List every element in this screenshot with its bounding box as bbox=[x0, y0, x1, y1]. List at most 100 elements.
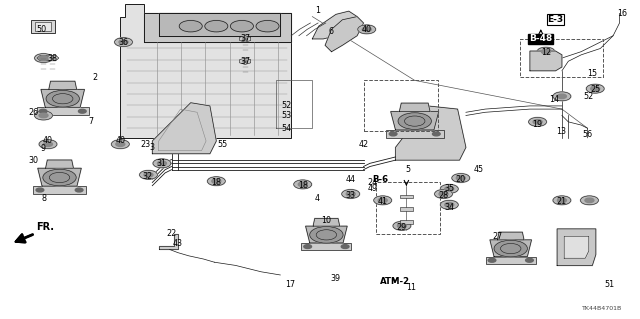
Text: 55: 55 bbox=[218, 140, 228, 149]
Text: 40: 40 bbox=[362, 25, 372, 34]
Circle shape bbox=[179, 20, 202, 32]
Circle shape bbox=[316, 230, 337, 240]
Circle shape bbox=[591, 86, 600, 91]
Bar bbox=[31, 20, 55, 33]
Polygon shape bbox=[45, 160, 74, 168]
Text: 33: 33 bbox=[346, 191, 356, 200]
Circle shape bbox=[36, 188, 44, 192]
Circle shape bbox=[243, 60, 248, 62]
Bar bbox=[36, 107, 89, 115]
Text: 1: 1 bbox=[316, 6, 321, 15]
Text: 41: 41 bbox=[378, 197, 388, 206]
Circle shape bbox=[119, 40, 128, 44]
Circle shape bbox=[43, 169, 76, 186]
Circle shape bbox=[346, 192, 355, 196]
Circle shape bbox=[440, 184, 458, 193]
Bar bbox=[33, 186, 86, 194]
Circle shape bbox=[529, 117, 547, 126]
Circle shape bbox=[256, 20, 279, 32]
Circle shape bbox=[35, 54, 52, 63]
Text: 27: 27 bbox=[493, 232, 503, 241]
Circle shape bbox=[452, 174, 470, 182]
Text: 3: 3 bbox=[150, 143, 155, 152]
Text: 35: 35 bbox=[444, 184, 454, 193]
Circle shape bbox=[404, 116, 425, 126]
Circle shape bbox=[243, 38, 248, 40]
Circle shape bbox=[341, 245, 349, 249]
Text: 36: 36 bbox=[118, 38, 129, 47]
Text: 39: 39 bbox=[330, 274, 340, 283]
Text: 52: 52 bbox=[584, 92, 594, 101]
Circle shape bbox=[433, 132, 440, 136]
Bar bbox=[400, 207, 413, 211]
Text: 45: 45 bbox=[474, 165, 484, 174]
Polygon shape bbox=[564, 236, 589, 258]
Text: 53: 53 bbox=[282, 111, 292, 120]
Polygon shape bbox=[152, 103, 216, 154]
Polygon shape bbox=[49, 81, 77, 89]
Polygon shape bbox=[490, 240, 531, 256]
Bar bbox=[386, 130, 444, 138]
Circle shape bbox=[488, 258, 496, 262]
Circle shape bbox=[294, 180, 312, 189]
Polygon shape bbox=[41, 89, 84, 107]
Bar bbox=[376, 182, 440, 234]
Polygon shape bbox=[239, 36, 251, 42]
Circle shape bbox=[116, 142, 125, 146]
Circle shape bbox=[378, 198, 387, 203]
Circle shape bbox=[230, 20, 253, 32]
Polygon shape bbox=[399, 103, 430, 112]
Polygon shape bbox=[313, 219, 340, 226]
Circle shape bbox=[580, 196, 598, 205]
Bar bbox=[400, 220, 413, 224]
Text: 22: 22 bbox=[166, 229, 177, 238]
Polygon shape bbox=[120, 4, 291, 138]
Circle shape bbox=[51, 57, 55, 59]
Text: 9: 9 bbox=[41, 144, 46, 153]
Circle shape bbox=[362, 27, 371, 32]
Text: 43: 43 bbox=[173, 239, 183, 248]
Text: 37: 37 bbox=[240, 34, 250, 43]
Circle shape bbox=[440, 200, 458, 209]
Polygon shape bbox=[37, 55, 50, 61]
Polygon shape bbox=[390, 112, 439, 130]
Circle shape bbox=[41, 57, 46, 59]
Text: 18: 18 bbox=[298, 181, 308, 190]
Polygon shape bbox=[144, 13, 291, 42]
Text: 25: 25 bbox=[590, 85, 600, 94]
Circle shape bbox=[39, 113, 48, 118]
Circle shape bbox=[111, 140, 129, 149]
Text: 26: 26 bbox=[28, 108, 38, 117]
Circle shape bbox=[500, 243, 521, 254]
Circle shape bbox=[553, 92, 571, 101]
Bar bbox=[301, 243, 351, 250]
Text: 52: 52 bbox=[282, 101, 292, 110]
Text: 29: 29 bbox=[397, 223, 407, 232]
Text: 34: 34 bbox=[444, 204, 454, 212]
Circle shape bbox=[389, 132, 397, 136]
Circle shape bbox=[304, 245, 312, 249]
Polygon shape bbox=[306, 226, 347, 243]
Text: TK44B4701B: TK44B4701B bbox=[582, 306, 622, 311]
Polygon shape bbox=[159, 13, 280, 36]
Text: 4: 4 bbox=[315, 194, 320, 203]
Text: 12: 12 bbox=[541, 48, 551, 57]
Circle shape bbox=[358, 25, 376, 34]
Polygon shape bbox=[312, 11, 357, 39]
Text: FR.: FR. bbox=[36, 222, 54, 232]
Circle shape bbox=[39, 140, 57, 149]
Polygon shape bbox=[530, 51, 562, 71]
Circle shape bbox=[140, 170, 157, 179]
Polygon shape bbox=[557, 229, 596, 265]
Text: B-6: B-6 bbox=[372, 175, 389, 184]
Circle shape bbox=[456, 176, 465, 180]
Polygon shape bbox=[396, 106, 466, 160]
Text: 38: 38 bbox=[47, 54, 58, 63]
Text: 14: 14 bbox=[549, 95, 559, 104]
Polygon shape bbox=[497, 232, 524, 240]
Circle shape bbox=[342, 189, 360, 198]
Circle shape bbox=[39, 109, 47, 113]
Polygon shape bbox=[38, 168, 81, 186]
Circle shape bbox=[435, 189, 452, 198]
Circle shape bbox=[445, 187, 454, 191]
